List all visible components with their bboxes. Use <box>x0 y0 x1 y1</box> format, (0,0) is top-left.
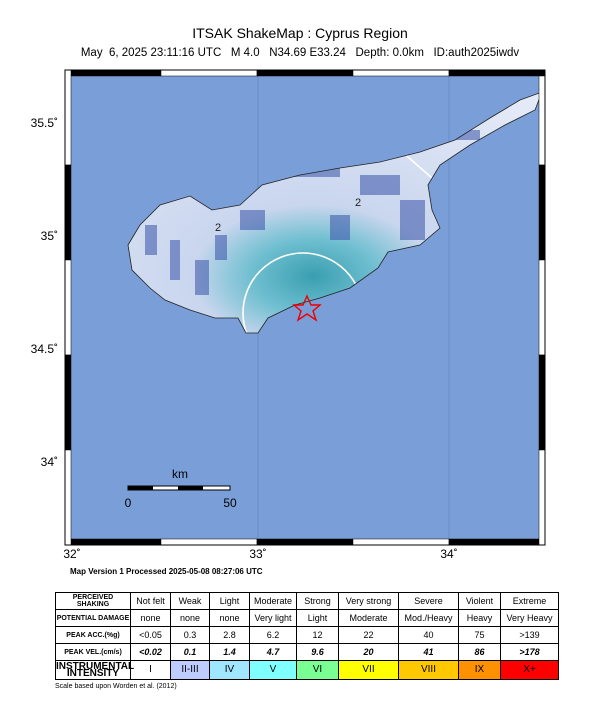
scale-label: 0 <box>125 496 132 510</box>
legend-row-label: PERCEIVED SHAKING <box>55 592 131 610</box>
lon-label: 34˚ <box>440 547 457 561</box>
legend-cell: Mod./Heavy <box>398 609 459 627</box>
legend-cell: Very Heavy <box>500 609 559 627</box>
legend-cell: 0.1 <box>170 643 210 661</box>
legend-cell: Extreme <box>500 592 559 610</box>
frame-segment <box>538 449 546 546</box>
frame-segment <box>538 354 546 451</box>
frame-segment <box>160 538 258 546</box>
frame-segment <box>538 69 546 166</box>
legend-cell: none <box>209 609 250 627</box>
legend-cell: 0.3 <box>170 626 210 644</box>
legend-row-label: PEAK VEL.(cm/s) <box>55 643 131 661</box>
legend-cell: 12 <box>296 626 339 644</box>
version-note: Map Version 1 Processed 2025-05-08 08:27… <box>70 567 263 576</box>
legend-row-label: POTENTIAL DAMAGE <box>55 609 131 627</box>
legend-row: PEAK ACC.(%g) <0.05 0.3 2.8 6.2 12 22 40 75 >139 <box>55 626 559 644</box>
frame-segment <box>256 69 354 77</box>
legend-cell: Moderate <box>338 609 399 627</box>
legend-cell: 9.6 <box>296 643 339 661</box>
title: ITSAK ShakeMap : Cyprus Region <box>192 25 408 41</box>
legend-cell: 20 <box>338 643 399 661</box>
legend-cell: Light <box>209 592 250 610</box>
lon-label: 32˚ <box>63 547 80 561</box>
legend-cell: I <box>130 660 171 680</box>
frame-segment <box>352 538 450 546</box>
epicenter-star <box>292 294 322 322</box>
frame-segment <box>256 538 354 546</box>
scale-bar-segment <box>128 486 153 490</box>
legend-cell: 22 <box>338 626 399 644</box>
legend-cell: none <box>130 609 171 627</box>
scale-bar-segment <box>178 486 203 490</box>
legend-cell: none <box>170 609 210 627</box>
lat-label: 35˚ <box>41 229 58 243</box>
legend-cell: VII <box>338 660 399 680</box>
legend-row-label: PEAK ACC.(%g) <box>55 626 131 644</box>
footer: Scale based upon Worden et al. (2012) <box>55 683 177 690</box>
frame-segment <box>160 69 258 77</box>
legend-cell: Very light <box>249 609 297 627</box>
frame-border <box>64 69 546 546</box>
legend-cell: VI <box>296 660 339 680</box>
legend-cell: Light <box>296 609 339 627</box>
lat-label: 34.5˚ <box>31 342 58 356</box>
map-figure: ITSAK ShakeMap : Cyprus Region May 6, 20… <box>31 25 546 576</box>
subtitle: May 6, 2025 23:11:16 UTC M 4.0 N34.69 E3… <box>81 47 520 59</box>
scale-unit: km <box>172 467 188 481</box>
frame-segment <box>64 259 72 356</box>
legend-cell: Heavy <box>458 609 501 627</box>
legend-cell: X+ <box>500 660 559 680</box>
legend-cell: 86 <box>458 643 501 661</box>
legend-cell: Moderate <box>249 592 297 610</box>
frame-segment <box>538 164 546 261</box>
legend-cell: <0.05 <box>130 626 171 644</box>
legend-cell: 41 <box>398 643 459 661</box>
legend-cell: VIII <box>398 660 459 680</box>
frame-segment <box>448 538 546 546</box>
scale-label: 50 <box>223 496 237 510</box>
legend-row: INSTRUMENTAL INTENSITY I II-III IV V VI VII VII… <box>55 660 559 680</box>
contour-label: 2 <box>355 197 361 209</box>
legend-row-label: INSTRUMENTAL INTENSITY <box>55 660 135 680</box>
legend-cell: Not felt <box>130 592 171 610</box>
frame-segment <box>64 538 162 546</box>
frame-segment <box>64 354 72 451</box>
frame-segment <box>448 69 546 77</box>
legend-cell: IV <box>209 660 250 680</box>
legend-cell: 40 <box>398 626 459 644</box>
ocean <box>65 70 545 545</box>
legend-cell: Severe <box>398 592 459 610</box>
legend-row: PERCEIVED SHAKING Not felt Weak Light Modera… <box>55 592 559 610</box>
legend-row: POTENTIAL DAMAGE none none none Very light Li… <box>55 609 559 627</box>
intensity-legend: PERCEIVED SHAKING Not felt Weak Light Modera… <box>55 592 559 680</box>
legend-cell: Strong <box>296 592 339 610</box>
legend-cell: 75 <box>458 626 501 644</box>
legend-cell: II-III <box>170 660 210 680</box>
legend-cell: Very strong <box>338 592 399 610</box>
contour-label: 2 <box>215 222 221 234</box>
legend-cell: 2.8 <box>209 626 250 644</box>
frame-segment <box>64 449 72 546</box>
frame-segment <box>64 69 162 77</box>
legend-cell: IX <box>458 660 501 680</box>
frame-segment <box>538 259 546 356</box>
legend-cell: 1.4 <box>209 643 250 661</box>
lat-label: 35.5˚ <box>31 116 58 130</box>
legend-cell: >139 <box>500 626 559 644</box>
legend-cell: V <box>249 660 297 680</box>
legend-row: PEAK VEL.(cm/s) <0.02 0.1 1.4 4.7 9.6 20 41 86 >1… <box>55 643 559 661</box>
legend-cell: <0.02 <box>130 643 171 661</box>
legend-cell: 4.7 <box>249 643 297 661</box>
frame-segment <box>64 164 72 261</box>
frame-segment <box>352 69 450 77</box>
legend-cell: 6.2 <box>249 626 297 644</box>
lon-label: 33˚ <box>249 547 266 561</box>
legend-cell: >178 <box>500 643 559 661</box>
lat-label: 34˚ <box>41 455 58 469</box>
legend-cell: Violent <box>458 592 501 610</box>
legend-cell: Weak <box>170 592 210 610</box>
frame-segment <box>64 69 72 166</box>
